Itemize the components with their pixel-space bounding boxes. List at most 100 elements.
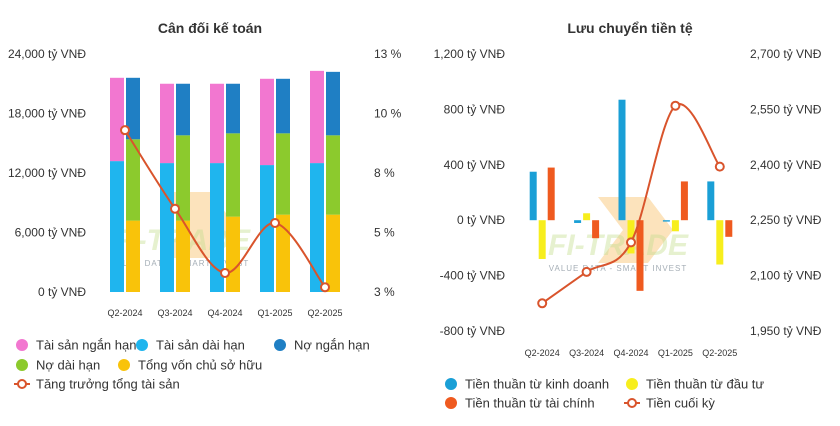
legend-label: Tài sản ngắn hạn (36, 338, 136, 353)
y-right-tick-label: 8 % (374, 166, 395, 180)
bar-tiền-thuần-từ-kinh-doanh (574, 220, 582, 223)
x-tick-label: Q1-2025 (658, 348, 693, 358)
line-point (714, 161, 725, 172)
legend-marker (17, 379, 27, 389)
bar-tiền-thuần-từ-tài-chính (592, 220, 600, 239)
bar-nợ-ngắn-hạn (276, 78, 290, 134)
y-right-tick-label: 5 % (374, 226, 395, 240)
bar-tiền-thuần-từ-đầu-tư (538, 220, 546, 259)
y-left-tick-label: 18,000 tỷ VNĐ (8, 107, 86, 121)
bar-tiền-thuần-từ-đầu-tư (583, 213, 591, 221)
fi-trade-watermark: FI-TRADE VALUE DATA - SMART INVEST (548, 197, 689, 273)
legend-item-total-asset-growth: Tăng trưởng tổng tài sản (14, 377, 180, 392)
bar-tài-sản-ngắn-hạn (160, 83, 174, 164)
legend-item-operating-cash-flow: Tiền thuần từ kinh doanh (445, 377, 609, 392)
cash-flow-chart: Lưu chuyển tiền tệ 1,200 tỷ VNĐ 800 tỷ VNĐ… (434, 20, 822, 411)
x-tick-label: Q2-2025 (307, 308, 342, 318)
y-left-tick-label: 6,000 tỷ VNĐ (15, 226, 87, 240)
x-tick-label: Q3-2024 (569, 348, 604, 358)
line-point (537, 298, 548, 309)
bar-tài-sản-ngắn-hạn (260, 78, 274, 166)
legend-label: Tiền thuần từ tài chính (465, 396, 595, 411)
bar-tài-sản-dài-hạn (210, 163, 224, 292)
bar-tài-sản-dài-hạn (310, 163, 324, 292)
bar-tài-sản-dài-hạn (110, 161, 124, 292)
bar-tiền-thuần-từ-kinh-doanh (618, 99, 626, 221)
line-point (670, 100, 681, 111)
legend-swatch (274, 339, 286, 351)
legend-label: Tiền thuần từ đầu tư (646, 377, 764, 392)
line-point (581, 266, 592, 277)
legend-swatch (16, 339, 28, 351)
y-left-tick-label: 800 tỷ VNĐ (444, 102, 506, 116)
bar-tổng-vốn-chủ-sở-hữu (126, 220, 140, 292)
bar-tiền-thuần-từ-đầu-tư (671, 220, 679, 232)
bar-tiền-thuần-từ-kinh-doanh (662, 220, 670, 222)
legend-item-long-term-assets: Tài sản dài hạn (136, 338, 245, 353)
bar-tiền-thuần-từ-tài-chính (547, 167, 555, 221)
x-tick-label: Q4-2024 (207, 308, 242, 318)
x-tick-label: Q3-2024 (157, 308, 192, 318)
bar-nợ-dài-hạn (326, 135, 340, 215)
watermark-brand: FI-TRADE (548, 229, 689, 262)
bar-tiền-thuần-từ-đầu-tư (627, 220, 635, 254)
y-right-tick-label: 2,550 tỷ VNĐ (750, 102, 822, 116)
legend-swatch (445, 378, 457, 390)
x-tick-label: Q2-2024 (107, 308, 142, 318)
legend-swatch (118, 359, 130, 371)
legend-marker (627, 398, 637, 408)
series-line-ending-cash (541, 103, 721, 305)
x-tick-label: Q2-2025 (702, 348, 737, 358)
x-tick-label: Q1-2025 (257, 308, 292, 318)
y-left-tick-label: 0 tỷ VNĐ (38, 285, 86, 299)
bar-tài-sản-dài-hạn (160, 163, 174, 292)
bar-nợ-ngắn-hạn (226, 83, 240, 134)
legend-swatch (16, 359, 28, 371)
bar-tổng-vốn-chủ-sở-hữu (226, 216, 240, 292)
line-point (170, 203, 180, 214)
bar-tiền-thuần-từ-đầu-tư (716, 220, 724, 265)
y-left-tick-label: -800 tỷ VNĐ (440, 324, 506, 338)
legend-label: Tài sản dài hạn (156, 338, 245, 353)
x-tick-label: Q2-2024 (525, 348, 560, 358)
legend-item-short-term-assets: Tài sản ngắn hạn (16, 338, 136, 353)
balance-sheet-chart: Cân đối kế toán 24,000 tỷ VNĐ 18,000 tỷ VN… (8, 20, 402, 392)
bar-nợ-dài-hạn (276, 133, 290, 215)
chart-title: Cân đối kế toán (158, 20, 262, 36)
legend-item-investing-cash-flow: Tiền thuần từ đầu tư (626, 377, 764, 392)
y-right-tick-label: 10 % (374, 107, 402, 121)
bar-nợ-ngắn-hạn (326, 71, 340, 136)
y-right-tick-label: 2,250 tỷ VNĐ (750, 213, 822, 227)
bar-tổng-vốn-chủ-sở-hữu (326, 214, 340, 292)
y-right-tick-label: 1,950 tỷ VNĐ (750, 324, 822, 338)
legend-swatch (136, 339, 148, 351)
legend-item-ending-cash: Tiền cuối kỳ (624, 396, 715, 411)
legend-label: Tổng vốn chủ sở hữu (138, 358, 262, 373)
line-point (270, 217, 280, 228)
bar-tổng-vốn-chủ-sở-hữu (176, 220, 190, 292)
bar-tiền-thuần-từ-kinh-doanh (707, 181, 715, 221)
y-left-tick-label: 0 tỷ VNĐ (457, 213, 505, 227)
bar-tiền-thuần-từ-tài-chính (725, 220, 733, 237)
bar-tổng-vốn-chủ-sở-hữu (276, 214, 290, 292)
bar-tiền-thuần-từ-tài-chính (636, 220, 644, 291)
bar-tiền-thuần-từ-kinh-doanh (529, 171, 537, 221)
legend-label: Nợ ngắn hạn (294, 338, 370, 353)
bar-tài-sản-dài-hạn (260, 165, 274, 292)
legend-label: Nợ dài hạn (36, 358, 100, 373)
chart-title: Lưu chuyển tiền tệ (567, 20, 692, 36)
bar-nợ-ngắn-hạn (176, 83, 190, 136)
bar-nợ-dài-hạn (176, 135, 190, 221)
y-left-tick-label: 24,000 tỷ VNĐ (8, 47, 86, 61)
line-point (320, 282, 330, 293)
legend-item-short-term-debt: Nợ ngắn hạn (274, 338, 370, 353)
y-left-tick-label: -400 tỷ VNĐ (440, 269, 506, 283)
line-point (120, 125, 130, 136)
legend-swatch (445, 397, 457, 409)
y-right-tick-label: 13 % (374, 47, 402, 61)
bar-nợ-dài-hạn (126, 139, 140, 221)
watermark-tagline: VALUE DATA - SMART INVEST (549, 264, 688, 273)
x-tick-label: Q4-2024 (613, 348, 648, 358)
legend-swatch (626, 378, 638, 390)
line-point (220, 267, 230, 278)
